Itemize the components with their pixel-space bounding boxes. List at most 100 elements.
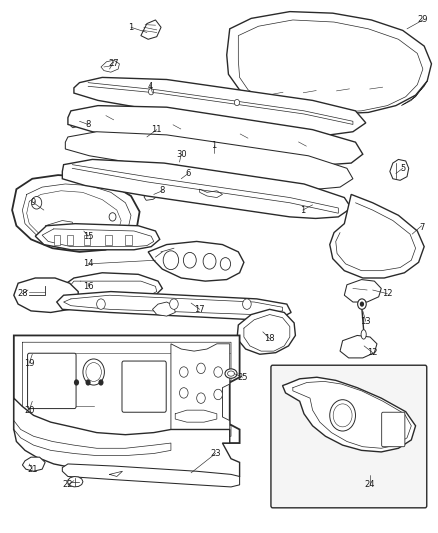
Circle shape [184, 253, 196, 268]
Circle shape [333, 404, 352, 427]
Text: 25: 25 [237, 373, 248, 382]
Bar [84, 235, 90, 245]
Text: 24: 24 [365, 480, 375, 489]
Text: 6: 6 [185, 169, 191, 178]
Text: 14: 14 [83, 260, 93, 269]
Polygon shape [340, 335, 377, 358]
Polygon shape [141, 20, 161, 39]
Polygon shape [14, 398, 240, 480]
Text: 28: 28 [17, 289, 28, 298]
Polygon shape [65, 132, 353, 189]
Text: 21: 21 [27, 465, 38, 474]
Circle shape [83, 359, 104, 385]
Circle shape [99, 379, 103, 385]
Circle shape [180, 367, 188, 377]
Polygon shape [45, 221, 74, 231]
Ellipse shape [361, 330, 366, 339]
Text: 15: 15 [83, 232, 93, 241]
Ellipse shape [228, 371, 234, 376]
Text: 8: 8 [160, 186, 165, 195]
Text: 20: 20 [24, 406, 35, 415]
Circle shape [220, 257, 230, 270]
Text: 4: 4 [148, 82, 153, 91]
Polygon shape [71, 118, 85, 128]
Polygon shape [14, 335, 240, 443]
Bar [125, 235, 132, 245]
Circle shape [97, 299, 105, 309]
Polygon shape [171, 344, 230, 436]
Polygon shape [68, 477, 83, 487]
Text: 12: 12 [367, 348, 378, 357]
Polygon shape [330, 195, 424, 278]
FancyBboxPatch shape [271, 365, 427, 508]
Bar [54, 235, 60, 245]
Text: 29: 29 [418, 15, 428, 25]
Text: 22: 22 [63, 480, 73, 489]
Text: 18: 18 [265, 334, 275, 343]
Circle shape [180, 387, 188, 398]
Circle shape [163, 251, 179, 270]
Polygon shape [62, 159, 351, 219]
Text: 7: 7 [419, 223, 424, 232]
Text: 1: 1 [300, 206, 305, 215]
Ellipse shape [225, 369, 237, 378]
Text: 27: 27 [109, 59, 119, 68]
Polygon shape [62, 464, 240, 487]
Circle shape [109, 213, 116, 221]
Polygon shape [344, 280, 381, 302]
Circle shape [170, 299, 178, 309]
FancyBboxPatch shape [122, 361, 166, 412]
Circle shape [86, 362, 101, 382]
Polygon shape [68, 106, 363, 165]
Polygon shape [148, 241, 244, 281]
Text: 12: 12 [382, 289, 392, 298]
Circle shape [360, 302, 364, 306]
Polygon shape [238, 20, 423, 112]
Circle shape [214, 389, 223, 400]
Polygon shape [390, 159, 409, 180]
Text: 5: 5 [400, 164, 405, 173]
Polygon shape [227, 12, 431, 114]
Polygon shape [148, 136, 162, 145]
Polygon shape [12, 175, 140, 252]
Circle shape [203, 254, 216, 269]
Polygon shape [74, 77, 366, 135]
Circle shape [243, 299, 251, 309]
Circle shape [234, 100, 240, 106]
Circle shape [358, 299, 366, 309]
Polygon shape [283, 377, 416, 452]
Polygon shape [14, 278, 78, 312]
Polygon shape [101, 60, 120, 72]
Circle shape [197, 393, 205, 403]
Text: 17: 17 [194, 305, 205, 314]
Polygon shape [144, 189, 161, 200]
Polygon shape [35, 224, 160, 250]
Circle shape [32, 197, 42, 209]
Bar [67, 235, 73, 245]
Polygon shape [135, 127, 149, 136]
Polygon shape [152, 302, 175, 316]
Text: 30: 30 [176, 150, 187, 159]
Bar [105, 235, 112, 245]
Polygon shape [57, 292, 291, 320]
Text: 1: 1 [128, 23, 134, 32]
Text: 23: 23 [210, 449, 221, 458]
Text: 11: 11 [152, 125, 162, 134]
Text: 8: 8 [85, 120, 91, 129]
Circle shape [85, 379, 91, 385]
Circle shape [148, 88, 154, 95]
Polygon shape [22, 457, 45, 471]
Polygon shape [158, 165, 194, 187]
Circle shape [330, 400, 356, 431]
Polygon shape [237, 309, 295, 354]
Text: 9: 9 [31, 198, 36, 207]
FancyBboxPatch shape [28, 353, 76, 409]
Circle shape [74, 379, 79, 385]
Polygon shape [62, 273, 162, 301]
FancyBboxPatch shape [381, 412, 405, 447]
Text: 19: 19 [24, 359, 35, 368]
Text: 13: 13 [360, 317, 371, 326]
Text: 1: 1 [211, 141, 216, 150]
Text: 16: 16 [83, 282, 93, 291]
Circle shape [214, 367, 223, 377]
